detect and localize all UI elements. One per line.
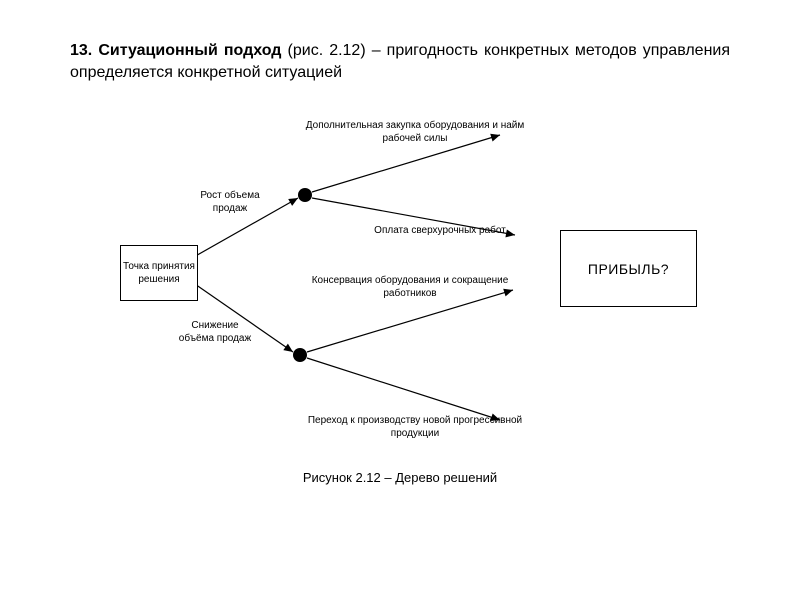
label-conservation: Консервация оборудования и сокращение ра… bbox=[300, 275, 520, 300]
label-sales-up: Рост объема продаж bbox=[185, 190, 275, 215]
decision-point-label: Точка принятия решения bbox=[123, 260, 195, 286]
label-buy-equipment: Дополнительная закупка оборудования и на… bbox=[300, 120, 530, 145]
page: 13. Ситуационный подход (рис. 2.12) – пр… bbox=[0, 0, 800, 600]
label-sales-down: Снижение объёма продаж bbox=[175, 320, 255, 345]
decision-point-box: Точка принятия решения bbox=[120, 245, 198, 301]
figure-caption: Рисунок 2.12 – Дерево решений bbox=[280, 470, 520, 485]
profit-label: ПРИБЫЛЬ? bbox=[588, 261, 669, 277]
profit-box: ПРИБЫЛЬ? bbox=[560, 230, 697, 307]
label-overtime: Оплата сверхурочных работ bbox=[350, 225, 530, 238]
decision-tree-diagram: Точка принятия решения ПРИБЫЛЬ? Рост объ… bbox=[0, 0, 800, 600]
label-new-product: Переход к производству новой прогрессивн… bbox=[305, 415, 525, 440]
